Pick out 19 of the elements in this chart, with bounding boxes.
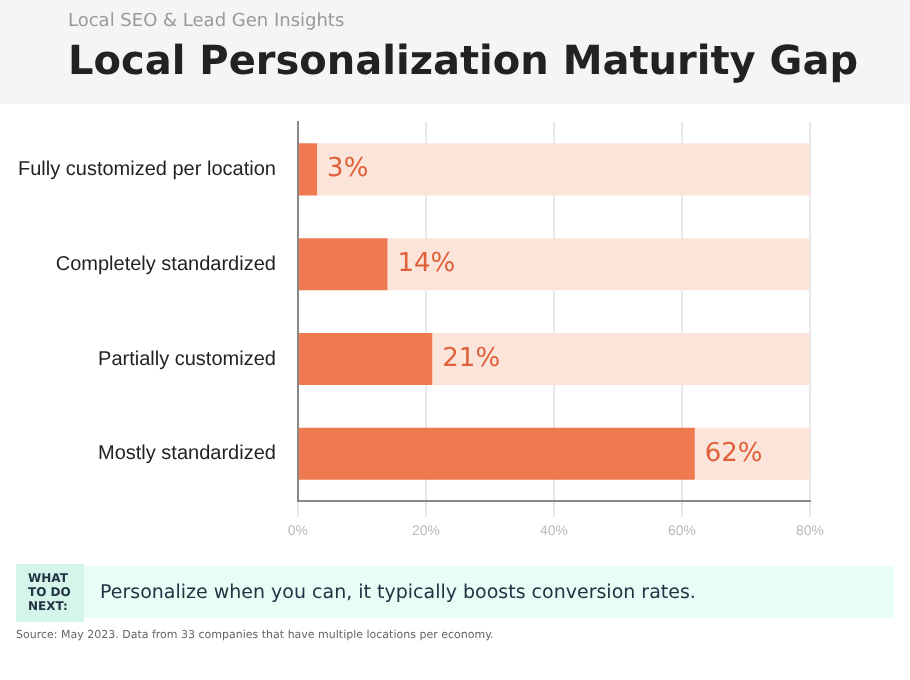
y-tick-label: Mostly standardized <box>98 443 276 466</box>
text: Personalize when you can, it typically boosts conversion rates. <box>100 581 696 603</box>
chart-subtitle: Local SEO & Lead Gen Insights <box>68 12 347 32</box>
data-label: 62% <box>704 438 763 469</box>
bar <box>298 143 318 196</box>
bar <box>694 427 810 480</box>
data-label: 21% <box>442 343 501 374</box>
bar <box>387 238 810 291</box>
y-tick-label: Partially customized <box>98 348 276 371</box>
bar <box>298 238 388 291</box>
bar <box>298 427 695 480</box>
y-tick-label: Completely standardized <box>55 253 276 276</box>
bar <box>432 332 810 386</box>
chart-title: Local Personalization Maturity Gap <box>68 36 861 84</box>
bar <box>317 143 810 196</box>
data-label: 3% <box>327 154 369 185</box>
y-tick-label: Fully customized per location <box>17 158 276 181</box>
data-label: 14% <box>397 248 456 279</box>
bar <box>298 332 433 386</box>
